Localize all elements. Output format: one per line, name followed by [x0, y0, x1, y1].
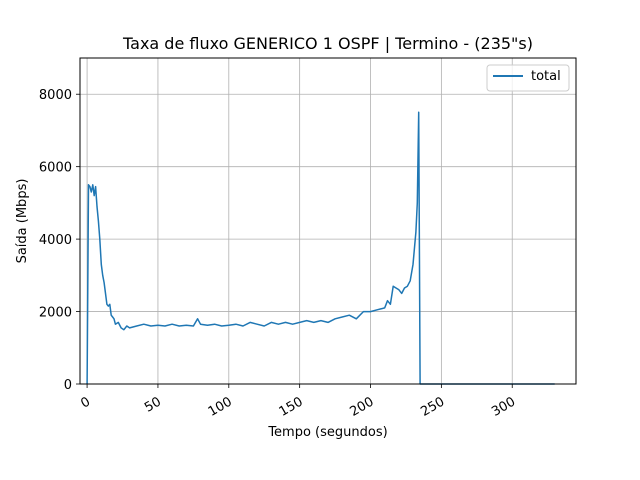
y-axis-label: Saída (Mbps) [15, 179, 30, 264]
legend-box [486, 64, 570, 92]
x-axis-label: Tempo (segundos) [267, 425, 387, 440]
x-tick-label: 50 [142, 394, 164, 415]
y-tick-label: 0 [64, 378, 72, 393]
legend-label-total: total [531, 69, 561, 84]
y-tick-label: 6000 [39, 161, 72, 176]
series-line-total [86, 111, 555, 385]
y-axis: 0 2000 4000 6000 8000 [39, 88, 80, 393]
series-layer [86, 111, 555, 385]
y-tick-label: 2000 [39, 306, 72, 321]
legend: total [486, 64, 570, 92]
chart-title: Taxa de fluxo GENERICO 1 OSPF | Termino … [122, 34, 533, 53]
plot-frame [79, 57, 577, 385]
y-tick-label: 8000 [39, 88, 72, 103]
y-tick-label: 4000 [39, 233, 72, 248]
